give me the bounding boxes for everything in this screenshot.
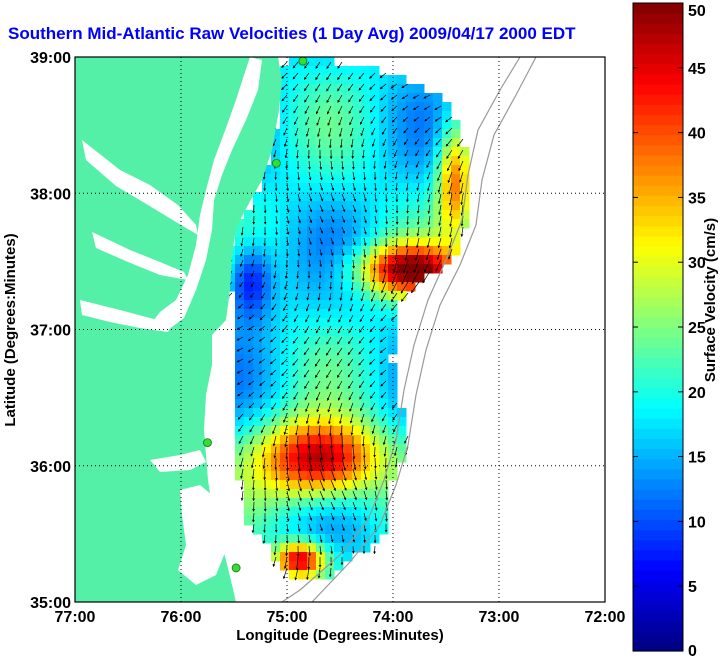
latitude-tick-label: 36:00 [30,459,71,476]
map-area [75,57,537,602]
colorbar-tick-label: 5 [688,579,697,596]
station-marker [203,438,212,447]
latitude-tick-label: 38:00 [30,186,71,203]
colorbar-tick-label: 25 [688,320,706,337]
colorbar-tick-label: 20 [688,385,706,402]
bathymetry-contour [281,57,521,602]
colorbar-ticks: 0 5 10 15 20 25 30 35 40 45 50 [633,2,706,659]
rappahannock-river [92,232,188,280]
longitude-tick-label: 76:00 [161,609,202,626]
land-mass [75,57,282,602]
colorbar-label: Surface Velocity (cm/s) [702,218,719,382]
grid-lines [75,57,605,602]
colorbar-tick-label: 15 [688,450,706,467]
pamlico-sound [178,485,226,585]
station-marker [271,158,281,168]
longitude-tick-label: 74:00 [373,609,414,626]
potomac-river [82,140,198,235]
x-axis-label: Longitude (Degrees:Minutes) [236,627,444,644]
colorbar-tick-label: 50 [688,3,706,20]
plot-frame [74,56,606,603]
colorbar-tick-label: 30 [688,255,706,272]
longitude-tick-label: 73:00 [479,609,520,626]
albemarle-sound [150,450,206,472]
latitude-tick-label: 39:00 [30,50,71,67]
longitude-tick-label: 72:00 [585,609,626,626]
station-marker [231,563,241,573]
longitude-ticks: 77:00 76:00 75:00 74:00 73:00 72:00 [55,609,626,626]
station-marker [298,56,308,66]
map-title: Southern Mid-Atlantic Raw Velocities (1 … [8,24,576,43]
colorbar [633,3,683,652]
longitude-tick-label: 77:00 [55,609,96,626]
longitude-tick-label: 75:00 [267,609,308,626]
colorbar-tick-label: 35 [688,190,706,207]
york-james-rivers [80,300,172,332]
colorbar-tick-label: 40 [688,126,706,143]
latitude-ticks: 39:00 38:00 37:00 36:00 35:00 [30,50,71,612]
velocity-field [226,57,470,581]
chesapeake-bay [150,57,262,330]
latitude-tick-label: 37:00 [30,323,71,340]
bathymetry-contour [311,57,537,602]
colorbar-tick-label: 10 [688,514,706,531]
latitude-tick-label: 35:00 [30,595,71,612]
colorbar-tick-label: 45 [688,61,706,78]
y-axis-label: Latitude (Degrees:Minutes) [2,233,19,426]
colorbar-tick-label: 0 [688,643,697,659]
station-markers [203,56,308,573]
